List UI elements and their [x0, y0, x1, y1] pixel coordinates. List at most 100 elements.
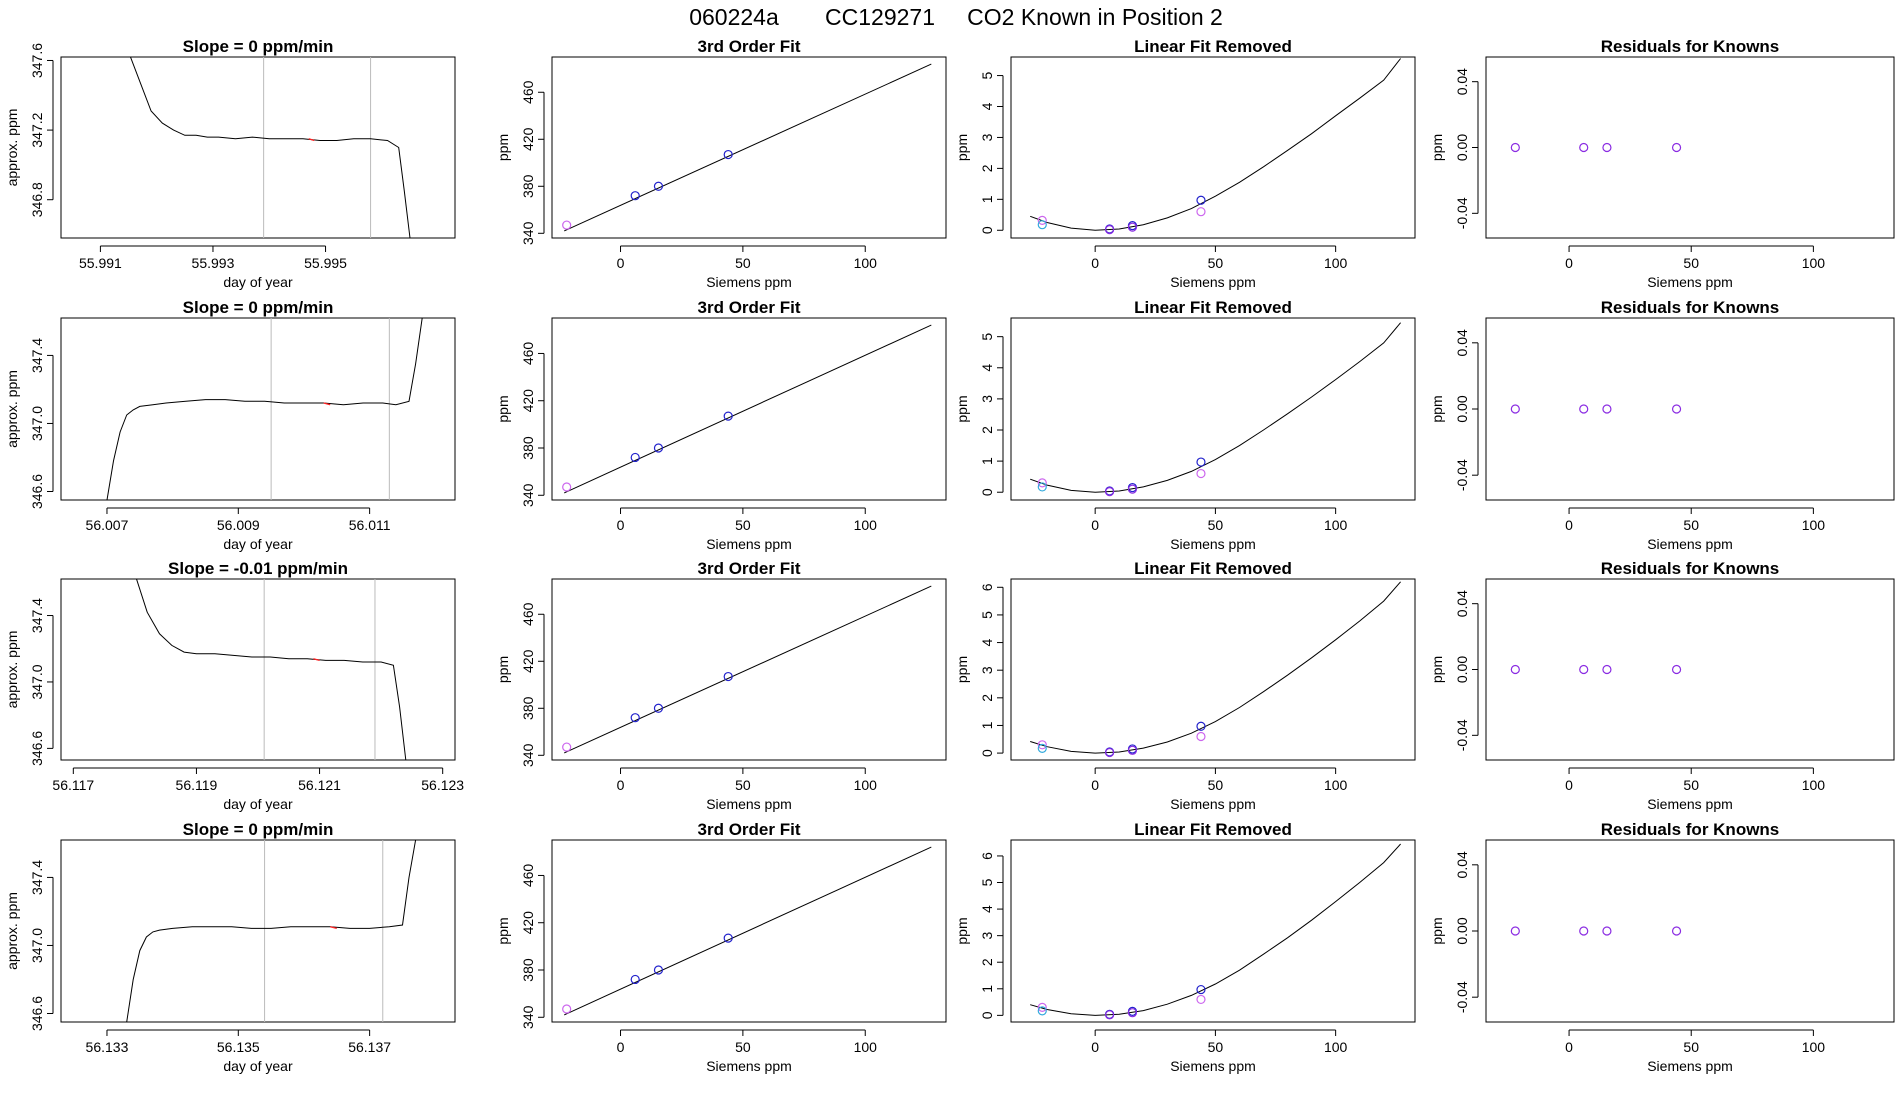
x-tick-label: 55.991 — [79, 255, 122, 271]
x-axis-label: Siemens ppm — [706, 274, 792, 290]
data-point — [1127, 484, 1138, 494]
panel-title: 3rd Order Fit — [698, 820, 801, 839]
data-point — [723, 933, 733, 943]
panel-title: Linear Fit Removed — [1134, 298, 1292, 317]
y-tick-label: 5 — [979, 333, 995, 341]
plot-area — [562, 324, 932, 494]
plot-area — [1510, 142, 1682, 153]
x-tick-label: 100 — [1324, 517, 1348, 533]
x-axis-label: Siemens ppm — [1647, 274, 1733, 290]
panel-r2-res: Residuals for Knowns 0 50 100 Siemens ppm -0.… — [1429, 298, 1895, 552]
data-point — [1104, 225, 1115, 235]
y-tick-label: 460 — [520, 80, 536, 104]
plot-area — [1510, 664, 1682, 675]
y-tick-label: 380 — [520, 958, 536, 982]
data-point — [630, 191, 640, 201]
y-tick-label: 420 — [520, 389, 536, 413]
panel-r1-time: Slope = 0 ppm/min 55.991 55.993 55.995 day o… — [4, 37, 456, 290]
y-tick-label: 1 — [979, 985, 995, 993]
x-tick-label: 0 — [1091, 255, 1099, 271]
x-axis-label: Siemens ppm — [706, 796, 792, 812]
y-tick-label: -0.04 — [1454, 197, 1470, 229]
data-point — [1196, 721, 1206, 731]
plot-area — [129, 57, 411, 238]
data-point — [1104, 487, 1115, 497]
plot-area — [1510, 404, 1682, 414]
x-axis-label: day of year — [223, 1058, 293, 1074]
plot-frame — [60, 578, 456, 761]
fit-curve — [1030, 58, 1401, 231]
data-point — [1602, 404, 1612, 414]
plot-area — [562, 63, 932, 232]
y-tick-label: 0.04 — [1454, 329, 1470, 356]
y-tick-label: 3 — [979, 395, 995, 403]
x-tick-label: 50 — [1208, 517, 1224, 533]
y-axis-label: approx. ppm — [4, 109, 20, 187]
x-tick-label: 55.995 — [304, 255, 347, 271]
x-tick-label: 50 — [735, 517, 751, 533]
data-point — [1671, 142, 1682, 153]
x-axis-label: Siemens ppm — [706, 1058, 792, 1074]
plot-area — [1030, 581, 1401, 758]
y-tick-label: 347.2 — [29, 112, 45, 147]
plot-area — [126, 840, 417, 1022]
y-axis-label: ppm — [954, 395, 970, 422]
data-point — [1037, 220, 1047, 230]
data-point — [1196, 731, 1206, 742]
plot-area — [1030, 58, 1401, 235]
x-tick-label: 50 — [1683, 1039, 1699, 1055]
y-tick-label: 460 — [520, 602, 536, 626]
plot-frame — [1485, 317, 1895, 501]
y-tick-label: 340 — [520, 1005, 536, 1029]
time-series-line — [135, 579, 407, 760]
x-tick-label: 56.119 — [176, 777, 218, 793]
fit-line — [563, 846, 932, 1016]
data-point — [1196, 468, 1206, 479]
figure-title: 060224a CC129271 CO2 Known in Position 2 — [689, 4, 1223, 30]
y-tick-label: 0 — [979, 1011, 995, 1019]
y-tick-label: 0 — [979, 749, 995, 757]
panel-title: Residuals for Knowns — [1601, 559, 1780, 578]
panel-r2-lin: Linear Fit Removed 0 50 100 Siemens ppm 0 1 2 3 4… — [954, 298, 1416, 552]
y-tick-label: -0.04 — [1454, 981, 1470, 1013]
y-axis-label: ppm — [495, 656, 511, 683]
data-point — [1602, 664, 1612, 675]
plot-area — [1510, 926, 1682, 936]
y-tick-label: 6 — [979, 852, 995, 860]
x-tick-label: 100 — [854, 777, 878, 793]
panel-r3-fit: 3rd Order Fit 0 50 100 Siemens ppm 340 380 420 4… — [495, 559, 947, 812]
y-tick-label: 0.04 — [1454, 851, 1470, 878]
panel-title: Linear Fit Removed — [1134, 37, 1292, 56]
x-tick-label: 50 — [1208, 255, 1224, 271]
data-point — [653, 443, 664, 453]
y-tick-label: 0.00 — [1454, 656, 1470, 683]
x-tick-label: 50 — [735, 777, 751, 793]
fit-curve — [1030, 581, 1401, 754]
y-tick-label: 346.8 — [29, 182, 45, 217]
panel-title: Linear Fit Removed — [1134, 559, 1292, 578]
x-axis-label: Siemens ppm — [1170, 796, 1256, 812]
plot-frame — [60, 56, 456, 239]
data-point — [1037, 740, 1047, 750]
y-axis-label: ppm — [495, 134, 511, 161]
y-tick-label: 6 — [979, 583, 995, 591]
time-series-line — [126, 840, 417, 1022]
y-tick-label: 420 — [520, 911, 536, 935]
plot-area — [106, 318, 423, 500]
x-axis-label: day of year — [223, 536, 293, 552]
x-tick-label: 100 — [1324, 777, 1348, 793]
fit-line — [563, 63, 932, 232]
data-point — [1671, 926, 1682, 936]
fit-curve — [1030, 322, 1401, 493]
panel-r2-fit: 3rd Order Fit 0 50 100 Siemens ppm 340 380 420 4… — [495, 298, 947, 552]
y-tick-label: 1 — [979, 195, 995, 203]
panel-r2-time: Slope = 0 ppm/min 56.007 56.009 56.011 day o… — [4, 298, 456, 552]
x-tick-label: 100 — [1802, 255, 1826, 271]
panel-r4-lin: Linear Fit Removed 0 50 100 Siemens ppm 0 1 2 3 4… — [954, 820, 1416, 1074]
data-point — [1579, 404, 1589, 414]
panel-r1-fit: 3rd Order Fit 0 50 100 Siemens ppm 340 380 420 4… — [495, 37, 947, 290]
y-tick-label: 346.6 — [29, 996, 45, 1031]
y-tick-label: 0.04 — [1454, 68, 1470, 95]
data-point — [1196, 984, 1206, 995]
x-tick-label: 56.133 — [86, 1039, 129, 1055]
